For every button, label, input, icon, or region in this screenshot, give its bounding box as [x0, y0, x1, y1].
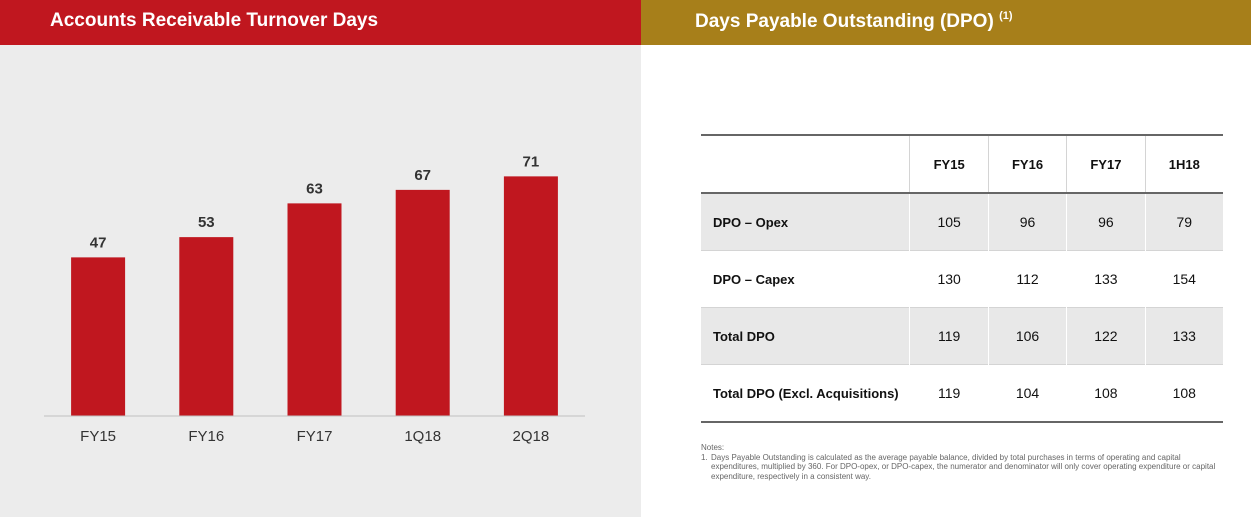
- table-cell: 108: [1066, 364, 1146, 422]
- table-cell: 79: [1144, 193, 1223, 251]
- table-row: DPO – Capex 130 112 133 154: [701, 250, 1223, 308]
- bar-value-label: 53: [198, 214, 215, 231]
- row-label: Total DPO: [713, 328, 775, 344]
- table-header-row: FY15 FY16 FY17 1H18: [701, 135, 1223, 193]
- table-cell: 108: [1144, 364, 1223, 422]
- x-tick-label: 2Q18: [513, 428, 550, 445]
- right-header: Days Payable Outstanding (DPO) (1): [641, 0, 1251, 45]
- x-tick-label: FY15: [80, 428, 116, 445]
- table-row: DPO – Opex 105 96 96 79: [701, 193, 1223, 251]
- table-cell: 133: [1066, 250, 1146, 308]
- table-row: Total DPO (Excl. Acquisitions) 119 104 1…: [701, 364, 1223, 422]
- bar-value-label: 63: [306, 180, 323, 197]
- table-cell: 104: [987, 364, 1067, 422]
- table-cell: 96: [987, 193, 1067, 251]
- table-cell: 105: [909, 193, 989, 251]
- notes-heading: Notes:: [701, 443, 725, 452]
- col-header-1h18: 1H18: [1144, 135, 1223, 193]
- x-tick-label: FY17: [297, 428, 333, 445]
- x-tick-label: FY16: [188, 428, 224, 445]
- row-label: Total DPO (Excl. Acquisitions): [713, 385, 899, 401]
- left-header: Accounts Receivable Turnover Days: [0, 0, 641, 45]
- table-cell: 119: [909, 307, 989, 365]
- bar: [287, 203, 342, 416]
- notes: Notes: 1. Days Payable Outstanding is ca…: [701, 443, 1221, 481]
- col-header-fy15: FY15: [909, 135, 989, 193]
- table-cell: 154: [1144, 250, 1223, 308]
- row-label: DPO – Opex: [713, 214, 789, 230]
- row-label: DPO – Capex: [713, 271, 795, 287]
- x-tick-label: 1Q18: [404, 428, 441, 445]
- table-cell: 133: [1144, 307, 1223, 365]
- table-title-footnote-ref: (1): [999, 10, 1013, 22]
- bar-value-label: 67: [414, 167, 431, 184]
- bar: [179, 237, 234, 416]
- table-cell: 119: [909, 364, 989, 422]
- table-cell: 106: [987, 307, 1067, 365]
- table-cell: 112: [987, 250, 1067, 308]
- table-cell: 122: [1066, 307, 1146, 365]
- bar: [71, 257, 126, 416]
- table-cell: 96: [1066, 193, 1146, 251]
- note-number: 1.: [701, 452, 708, 462]
- bar-value-label: 71: [523, 153, 540, 170]
- bar-value-label: 47: [90, 234, 107, 251]
- dpo-table: FY15 FY16 FY17 1H18 DPO – Opex 105 96 96…: [701, 134, 1223, 423]
- bar: [395, 189, 450, 416]
- col-header-fy17: FY17: [1066, 135, 1146, 193]
- note-item: 1. Days Payable Outstanding is calculate…: [701, 453, 1221, 482]
- table-row: Total DPO 119 106 122 133: [701, 307, 1223, 365]
- table-cell: 130: [909, 250, 989, 308]
- header-blank: [701, 135, 910, 193]
- bar: [503, 176, 558, 416]
- table-title-text: Days Payable Outstanding (DPO): [695, 11, 994, 32]
- table-title: Days Payable Outstanding (DPO) (1): [695, 10, 1013, 33]
- left-panel: Accounts Receivable Turnover Days 47 FY15…: [0, 0, 641, 517]
- chart-title: Accounts Receivable Turnover Days: [50, 10, 379, 31]
- ar-turnover-chart: 47 FY15 53 FY16 63 FY17 67 1Q18 71 2Q18: [44, 153, 585, 445]
- col-header-fy16: FY16: [987, 135, 1067, 193]
- note-text: Days Payable Outstanding is calculated a…: [711, 452, 1216, 481]
